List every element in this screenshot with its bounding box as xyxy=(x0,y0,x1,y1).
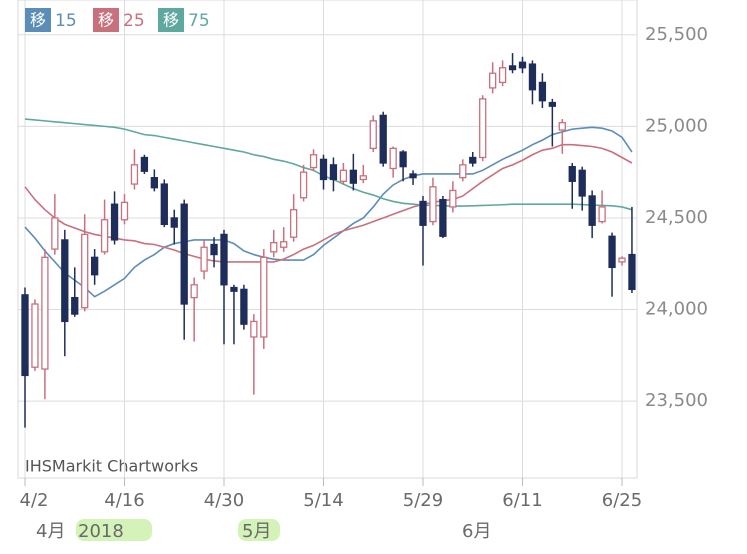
candle-body xyxy=(230,286,238,292)
x-tick-label: 5/14 xyxy=(303,490,343,511)
candle-body xyxy=(488,72,497,89)
candle-body xyxy=(409,173,417,179)
candle-body xyxy=(200,246,208,272)
ma-line xyxy=(24,118,633,211)
candle-body xyxy=(21,294,29,377)
candle-body xyxy=(419,200,427,226)
candle-body xyxy=(41,256,49,370)
candle-body xyxy=(359,175,367,181)
candle-body xyxy=(289,209,298,238)
candle-body xyxy=(61,239,69,323)
candle-body xyxy=(100,219,109,253)
x-tick-label: 4/16 xyxy=(104,490,144,511)
month-label: 2018 xyxy=(78,521,124,542)
candle-body xyxy=(240,288,248,325)
month-label: 6月 xyxy=(462,521,491,542)
candle-body xyxy=(260,256,268,338)
candle-body xyxy=(598,206,606,223)
x-tick-label: 4/2 xyxy=(20,490,49,511)
y-tick-label: 24,000 xyxy=(645,299,708,320)
ma-line xyxy=(24,126,633,298)
plot-frame xyxy=(17,0,638,479)
candle-body xyxy=(190,284,198,299)
candle-body xyxy=(150,176,159,189)
month-label: 5月 xyxy=(242,521,271,542)
candle-body xyxy=(528,63,537,91)
candle-body xyxy=(319,158,328,181)
candle-body xyxy=(329,164,338,181)
candle-body xyxy=(170,217,178,228)
legend-swatch xyxy=(93,8,119,32)
candle-body xyxy=(120,201,129,221)
legend-prefix: 移 xyxy=(98,11,114,30)
candle-body xyxy=(91,256,99,276)
candle-body xyxy=(250,320,258,338)
y-tick-label: 23,500 xyxy=(645,390,708,411)
legend-label: 75 xyxy=(188,11,210,31)
candle-body xyxy=(339,169,348,182)
month-label: 4月 xyxy=(36,521,65,542)
y-tick-label: 25,000 xyxy=(645,115,708,136)
candle-body xyxy=(130,164,139,185)
candle-body xyxy=(399,151,407,168)
candle-body xyxy=(538,81,547,102)
legend-label: 25 xyxy=(123,11,145,31)
ma-line xyxy=(24,143,633,263)
highlight xyxy=(238,519,280,541)
y-tick-label: 25,500 xyxy=(645,24,708,45)
watermark: IHSMarkit Chartworks xyxy=(25,457,198,476)
highlight xyxy=(76,519,152,541)
x-tick-label: 4/30 xyxy=(204,490,244,511)
candle-body xyxy=(508,65,517,71)
legend-label: 15 xyxy=(55,11,77,31)
x-tick-label: 6/25 xyxy=(602,490,642,511)
candle-body xyxy=(71,296,79,315)
candle-body xyxy=(309,154,318,169)
candle-body xyxy=(180,203,188,305)
candle-body xyxy=(429,186,437,223)
candle-body xyxy=(81,233,89,309)
legend-swatch xyxy=(158,8,184,32)
candle-body xyxy=(618,257,626,263)
candle-body xyxy=(299,171,308,199)
candle-body xyxy=(498,67,507,84)
candle-body xyxy=(568,166,576,182)
candle-body xyxy=(608,235,616,269)
candle-body xyxy=(379,114,387,164)
candle-body xyxy=(51,217,59,250)
candle-body xyxy=(588,195,596,226)
candle-body xyxy=(110,203,119,241)
legend-prefix: 移 xyxy=(163,11,179,30)
x-tick-label: 5/29 xyxy=(403,490,443,511)
candle-body xyxy=(280,241,288,248)
candle-body xyxy=(469,156,477,164)
candle-body xyxy=(349,169,358,184)
candle-body xyxy=(210,243,218,256)
candle-body xyxy=(220,233,228,286)
candle-body xyxy=(449,189,457,208)
x-tick-label: 6/11 xyxy=(502,490,542,511)
candle-body xyxy=(479,98,487,159)
candle-body xyxy=(31,303,39,368)
candle-body xyxy=(558,122,566,131)
candle-body xyxy=(518,61,527,69)
legend-swatch xyxy=(25,8,51,32)
candle-body xyxy=(548,101,556,107)
candle-body xyxy=(369,120,377,149)
candle-body xyxy=(459,164,467,179)
legend-prefix: 移 xyxy=(30,11,46,30)
candle-body xyxy=(389,147,397,170)
candle-body xyxy=(160,183,168,225)
candle-body xyxy=(628,253,636,291)
candle-body xyxy=(439,198,447,237)
candle-body xyxy=(578,169,586,197)
y-tick-label: 24,500 xyxy=(645,207,708,228)
candle-body xyxy=(270,242,278,253)
candle-body xyxy=(140,156,149,172)
